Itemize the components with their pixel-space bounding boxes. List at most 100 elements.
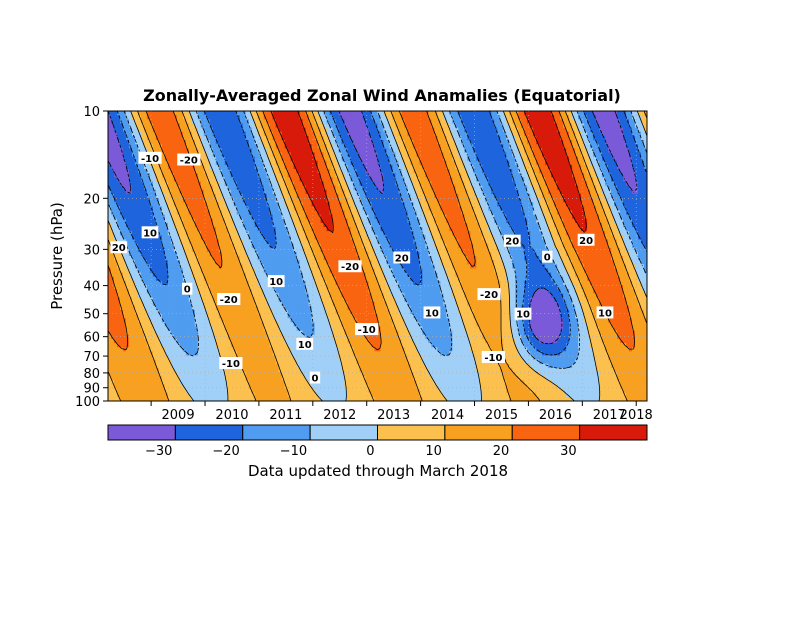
field-cell bbox=[233, 218, 238, 224]
field-cell bbox=[158, 388, 163, 394]
field-cell bbox=[212, 123, 217, 129]
field-cell bbox=[128, 347, 133, 352]
field-cell bbox=[257, 131, 262, 137]
field-cell bbox=[170, 173, 175, 178]
field-cell bbox=[224, 264, 229, 270]
field-cell bbox=[173, 280, 178, 286]
field-cell bbox=[164, 156, 169, 162]
field-cell bbox=[188, 268, 193, 274]
field-cell bbox=[137, 119, 142, 125]
field-cell bbox=[263, 372, 268, 377]
field-cell bbox=[194, 376, 199, 381]
field-cell bbox=[191, 260, 196, 265]
field-cell bbox=[128, 305, 133, 311]
field-cell bbox=[257, 380, 262, 386]
field-cell bbox=[108, 247, 112, 253]
field-cell bbox=[164, 380, 169, 386]
field-cell bbox=[110, 330, 115, 336]
field-cell bbox=[173, 231, 178, 236]
field-cell bbox=[108, 285, 112, 290]
field-cell bbox=[185, 367, 190, 373]
field-cell bbox=[167, 272, 172, 278]
field-cell bbox=[119, 392, 124, 398]
field-cell bbox=[242, 198, 247, 203]
field-cell bbox=[251, 181, 256, 187]
field-cell bbox=[224, 334, 229, 340]
field-cell bbox=[245, 193, 250, 199]
field-cell bbox=[122, 376, 127, 381]
field-cell bbox=[233, 239, 238, 245]
field-cell bbox=[108, 314, 112, 319]
field-cell bbox=[110, 343, 115, 348]
field-cell bbox=[221, 351, 226, 357]
field-cell bbox=[128, 235, 133, 241]
field-cell bbox=[191, 214, 196, 220]
field-cell bbox=[170, 376, 175, 381]
field-cell bbox=[179, 264, 184, 270]
field-cell bbox=[248, 235, 253, 241]
field-cell bbox=[248, 301, 253, 307]
field-cell bbox=[161, 280, 166, 286]
field-cell bbox=[203, 173, 208, 178]
field-cell bbox=[173, 359, 178, 365]
field-cell bbox=[155, 173, 160, 178]
field-cell bbox=[212, 326, 217, 332]
field-cell bbox=[194, 206, 199, 212]
field-cell bbox=[122, 144, 127, 149]
field-cell bbox=[263, 160, 268, 166]
field-cell bbox=[137, 276, 142, 282]
field-cell bbox=[200, 301, 205, 307]
field-cell bbox=[176, 247, 181, 253]
field-cell bbox=[203, 305, 208, 311]
field-cell bbox=[179, 297, 184, 303]
field-cell bbox=[122, 326, 127, 332]
field-cell bbox=[245, 392, 250, 398]
field-cell bbox=[182, 297, 187, 303]
field-cell bbox=[257, 123, 262, 129]
field-cell bbox=[206, 264, 211, 270]
field-cell bbox=[191, 301, 196, 307]
field-cell bbox=[203, 164, 208, 170]
field-cell bbox=[108, 372, 112, 377]
field-cell bbox=[200, 355, 205, 361]
field-cell bbox=[227, 202, 232, 207]
field-cell bbox=[167, 135, 172, 141]
field-cell bbox=[248, 210, 253, 216]
field-cell bbox=[134, 243, 139, 249]
field-cell bbox=[242, 396, 247, 401]
field-cell bbox=[215, 347, 220, 352]
field-cell bbox=[131, 156, 136, 162]
field-cell bbox=[227, 380, 232, 386]
field-cell bbox=[242, 239, 247, 245]
field-cell bbox=[221, 388, 226, 394]
field-cell bbox=[227, 193, 232, 199]
field-cell bbox=[251, 309, 256, 315]
field-cell bbox=[167, 384, 172, 390]
field-cell bbox=[227, 343, 232, 348]
field-cell bbox=[245, 330, 250, 336]
field-cell bbox=[131, 380, 136, 386]
field-cell bbox=[158, 189, 163, 195]
field-cell bbox=[185, 164, 190, 170]
field-cell bbox=[137, 268, 142, 274]
field-cell bbox=[179, 123, 184, 129]
field-cell bbox=[254, 239, 259, 245]
field-cell bbox=[158, 202, 163, 207]
field-cell bbox=[137, 305, 142, 311]
field-cell bbox=[143, 388, 148, 394]
field-cell bbox=[257, 135, 262, 141]
field-cell bbox=[254, 351, 259, 357]
field-cell bbox=[128, 148, 133, 154]
field-cell bbox=[155, 289, 160, 294]
field-cell bbox=[140, 135, 145, 141]
field-cell bbox=[110, 272, 115, 278]
field-cell bbox=[137, 181, 142, 187]
field-cell bbox=[200, 326, 205, 332]
field-cell bbox=[128, 135, 133, 141]
field-cell bbox=[251, 198, 256, 203]
field-cell bbox=[131, 276, 136, 282]
field-cell bbox=[110, 289, 115, 294]
field-cell bbox=[167, 152, 172, 158]
field-cell bbox=[194, 305, 199, 311]
field-cell bbox=[200, 231, 205, 236]
